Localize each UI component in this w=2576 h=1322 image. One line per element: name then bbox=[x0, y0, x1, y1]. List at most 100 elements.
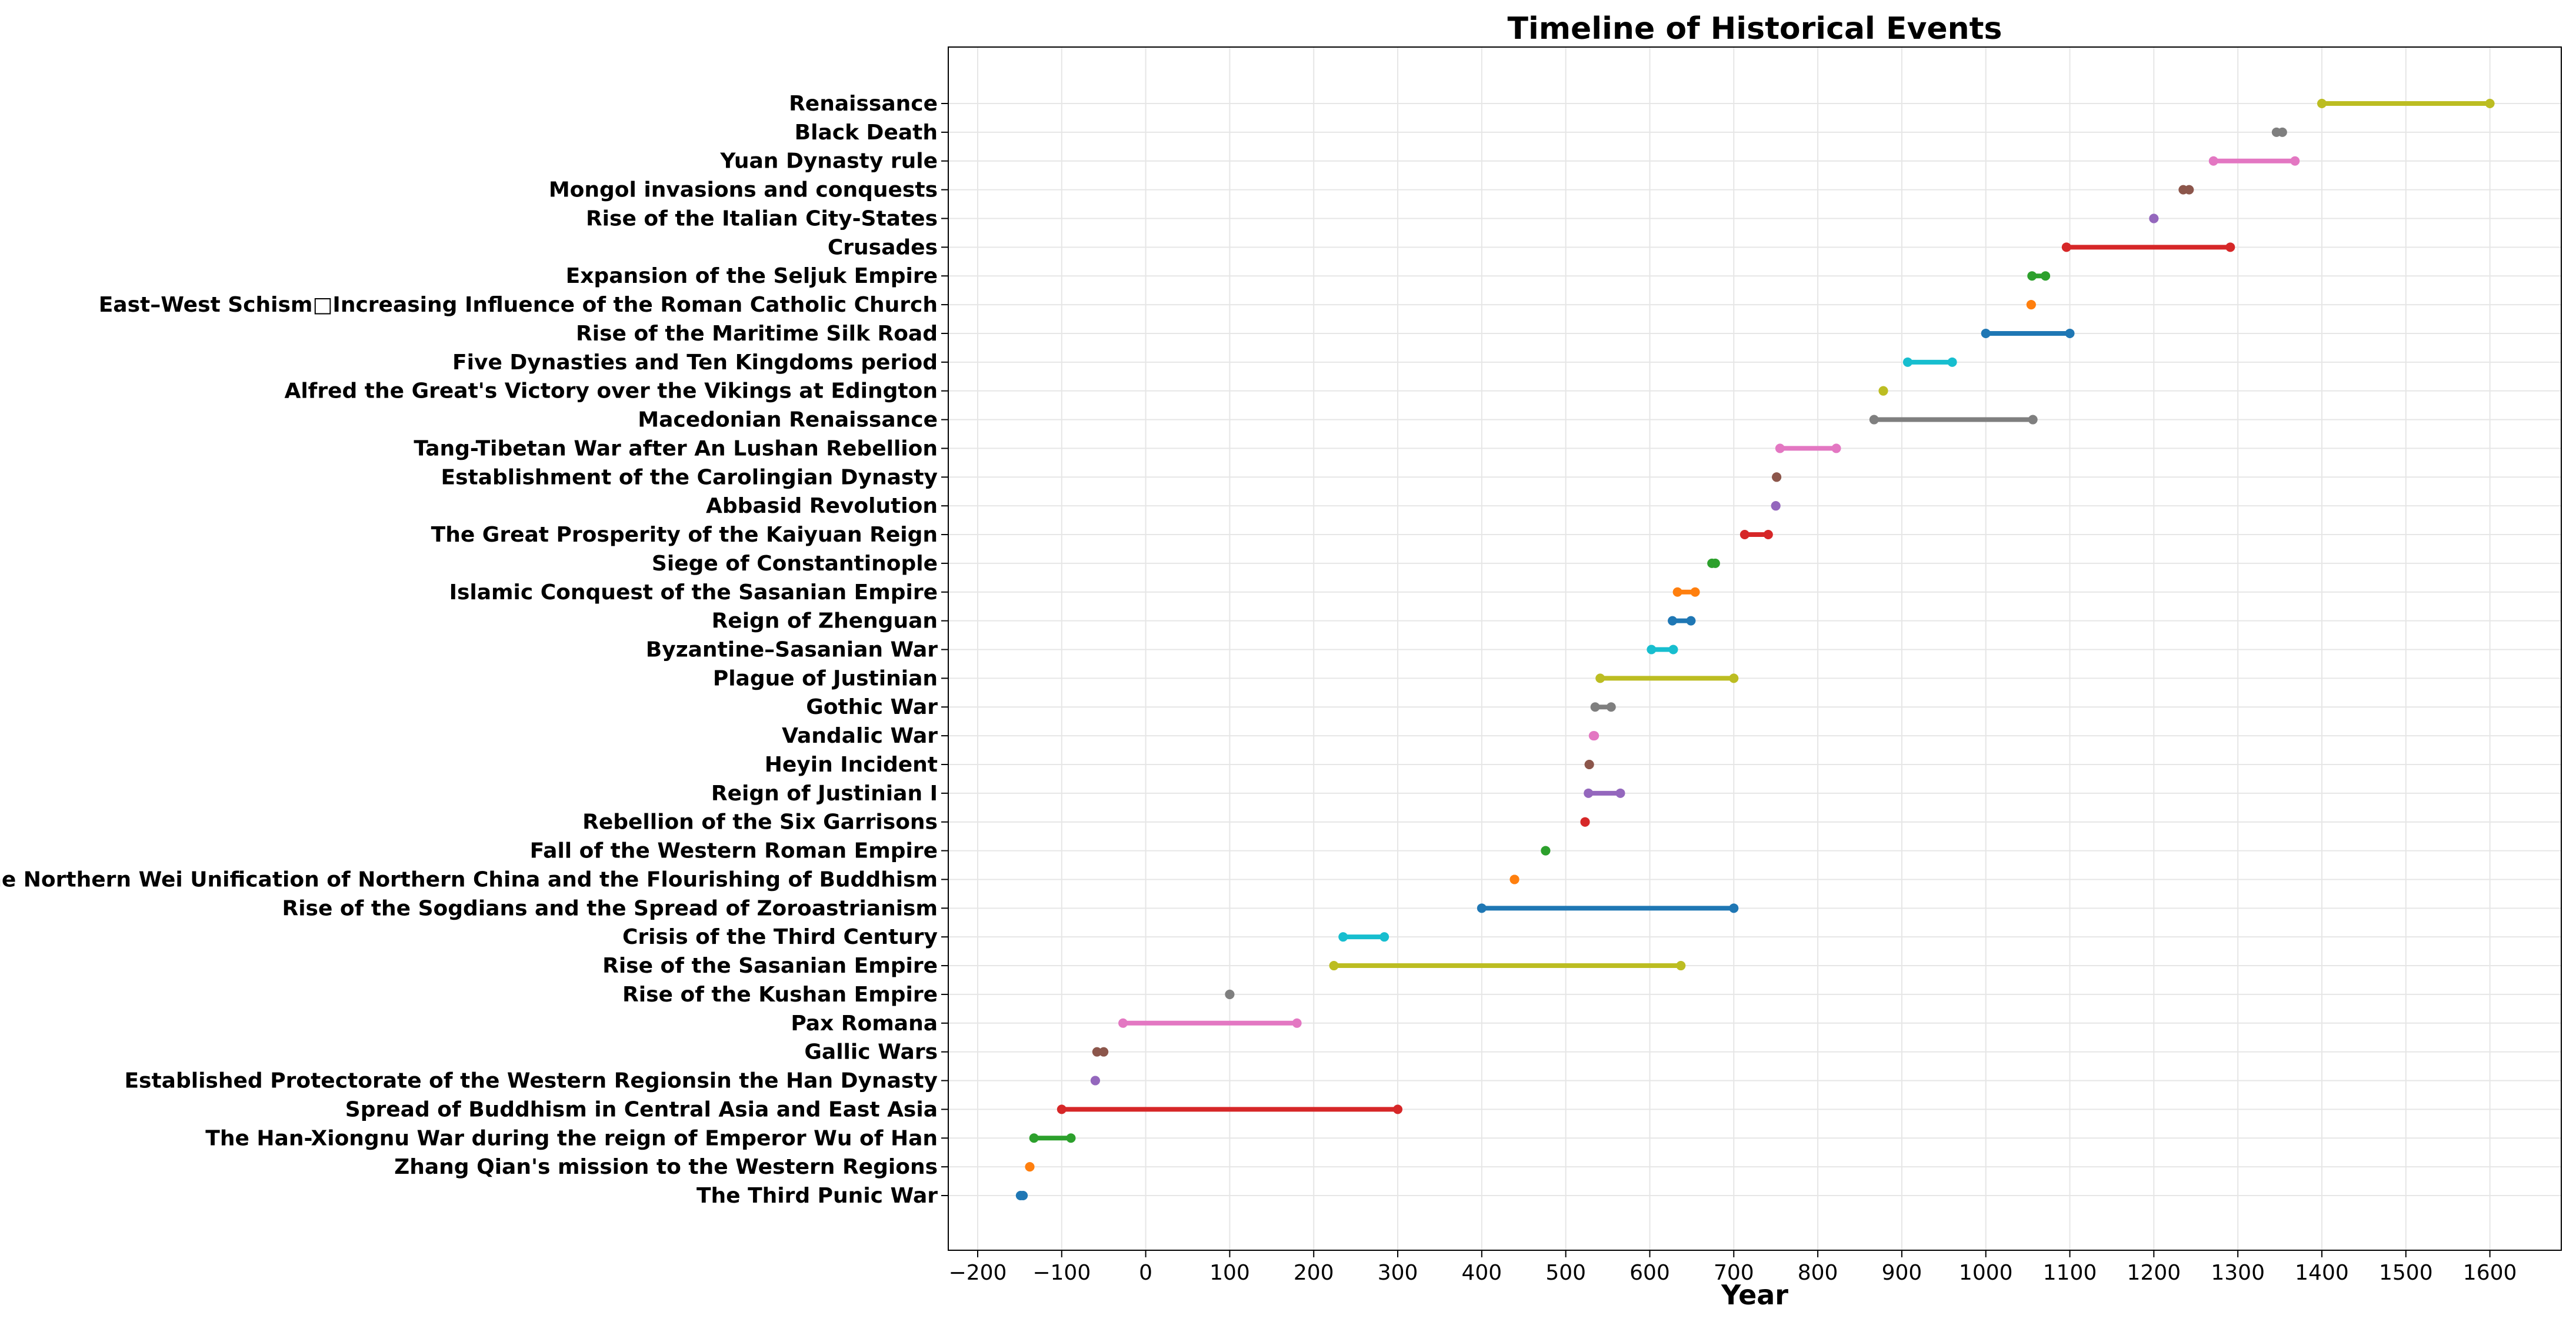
event-end-point-33 bbox=[2225, 242, 2235, 252]
x-tick-label: 100 bbox=[1209, 1261, 1250, 1285]
event-start-point-32 bbox=[2027, 271, 2037, 281]
event-end-point-6 bbox=[1292, 1018, 1302, 1028]
event-end-point-8 bbox=[1676, 961, 1686, 971]
event-label: Siege of Constantinople bbox=[652, 552, 938, 576]
event-start-point-18 bbox=[1595, 673, 1605, 683]
event-start-point-5 bbox=[1092, 1047, 1102, 1057]
event-label: Establishment of the Carolingian Dynasty bbox=[441, 465, 938, 489]
event-start-point-33 bbox=[2061, 242, 2071, 252]
event-start-point-21 bbox=[1672, 587, 1682, 597]
event-start-point-9 bbox=[1338, 932, 1348, 942]
event-start-point-20 bbox=[1668, 616, 1678, 626]
x-axis: −200 −100 0 100 200 300 400 500 600 700 800 900 1000… bbox=[949, 1250, 2517, 1285]
event-label: Mongol invasions and conquests bbox=[549, 178, 938, 202]
event-label: Expansion of the Seljuk Empire bbox=[566, 264, 938, 288]
event-start-point-17 bbox=[1590, 702, 1600, 712]
event-end-point-16 bbox=[1589, 731, 1599, 741]
event-end-point-35 bbox=[2184, 185, 2194, 195]
event-end-point-5 bbox=[1099, 1047, 1109, 1057]
x-tick-label: 1500 bbox=[2379, 1261, 2433, 1285]
event-label: Abbasid Revolution bbox=[706, 494, 938, 518]
event-label: Crusades bbox=[828, 235, 938, 259]
event-end-point-22 bbox=[1710, 558, 1720, 568]
event-end-point-13 bbox=[1580, 817, 1590, 827]
event-label: Zhang Qian's mission to the Western Regi… bbox=[394, 1155, 938, 1179]
x-tick-label: 200 bbox=[1294, 1261, 1334, 1285]
x-tick-label: 1000 bbox=[1959, 1261, 2013, 1285]
event-start-point-19 bbox=[1647, 645, 1657, 655]
event-end-point-3 bbox=[1393, 1104, 1403, 1114]
x-tick-label: 500 bbox=[1545, 1261, 1586, 1285]
event-end-point-1 bbox=[1025, 1162, 1035, 1172]
event-end-point-27 bbox=[2028, 415, 2038, 425]
x-tick-label: −200 bbox=[949, 1261, 1007, 1285]
event-end-point-7 bbox=[1225, 989, 1235, 999]
event-end-point-20 bbox=[1686, 616, 1696, 626]
x-tick-label: 700 bbox=[1714, 1261, 1754, 1285]
event-end-point-36 bbox=[2290, 156, 2300, 166]
x-tick-label: 1100 bbox=[2043, 1261, 2097, 1285]
event-end-point-9 bbox=[1379, 932, 1389, 942]
event-start-point-23 bbox=[1739, 530, 1749, 540]
x-tick-label: 600 bbox=[1629, 1261, 1670, 1285]
event-start-point-2 bbox=[1029, 1133, 1039, 1143]
event-marks bbox=[1015, 99, 2495, 1200]
event-end-point-34 bbox=[2149, 213, 2159, 223]
event-label: Vandalic War bbox=[782, 724, 938, 748]
event-end-point-17 bbox=[1606, 702, 1616, 712]
event-end-point-10 bbox=[1729, 903, 1739, 913]
event-end-point-37 bbox=[2277, 127, 2287, 137]
event-end-point-19 bbox=[1668, 645, 1678, 655]
y-axis-labels: The Third Punic War Zhang Qian's mission … bbox=[0, 92, 948, 1208]
event-label: Gothic War bbox=[806, 695, 938, 719]
event-label: Pax Romana bbox=[791, 1011, 938, 1036]
x-tick-label: 1200 bbox=[2127, 1261, 2181, 1285]
event-label: The Third Punic War bbox=[697, 1184, 938, 1208]
x-axis-label: Year bbox=[1721, 1279, 1788, 1311]
x-tick-label: 300 bbox=[1378, 1261, 1418, 1285]
plot-frame bbox=[948, 46, 2562, 1251]
event-label: Fall of the Western Roman Empire bbox=[530, 839, 938, 863]
event-end-point-11 bbox=[1509, 874, 1519, 884]
event-start-point-8 bbox=[1329, 961, 1339, 971]
event-start-point-29 bbox=[1902, 357, 1912, 367]
event-label: Yuan Dynasty rule bbox=[719, 149, 938, 173]
event-end-point-32 bbox=[2041, 271, 2051, 281]
event-label: Plague of Justinian bbox=[713, 666, 938, 690]
event-end-point-31 bbox=[2026, 300, 2036, 310]
event-end-point-2 bbox=[1066, 1133, 1076, 1143]
event-end-point-23 bbox=[1763, 530, 1773, 540]
event-end-point-18 bbox=[1729, 673, 1739, 683]
event-label: Established Protectorate of the Western … bbox=[124, 1069, 938, 1093]
event-start-point-3 bbox=[1057, 1104, 1067, 1114]
event-end-point-0 bbox=[1018, 1191, 1028, 1200]
event-end-point-26 bbox=[1831, 443, 1841, 453]
event-start-point-27 bbox=[1869, 415, 1879, 425]
x-tick-label: 1300 bbox=[2211, 1261, 2265, 1285]
event-label: Spread of Buddhism in Central Asia and E… bbox=[345, 1097, 938, 1121]
event-label: Rise of the Kushan Empire bbox=[622, 983, 938, 1007]
event-end-point-12 bbox=[1541, 846, 1551, 856]
event-end-point-25 bbox=[1772, 472, 1782, 482]
event-label: Rise of the Sasanian Empire bbox=[602, 954, 938, 978]
event-label: Gallic Wars bbox=[804, 1040, 938, 1064]
event-end-point-38 bbox=[2485, 99, 2495, 108]
event-start-point-38 bbox=[2317, 99, 2327, 108]
event-start-point-6 bbox=[1118, 1018, 1128, 1028]
event-label: East–West Schism□Increasing Influence of… bbox=[99, 293, 938, 317]
event-label: Rebellion of the Six Garrisons bbox=[582, 810, 938, 834]
event-label: Macedonian Renaissance bbox=[638, 408, 938, 432]
event-end-point-21 bbox=[1690, 587, 1700, 597]
x-tick-label: 1400 bbox=[2295, 1261, 2349, 1285]
event-label: The Great Prosperity of the Kaiyuan Reig… bbox=[431, 523, 938, 547]
event-label: Reign of Zhenguan bbox=[712, 609, 938, 633]
event-label: Black Death bbox=[795, 121, 938, 145]
event-label: Five Dynasties and Ten Kingdoms period bbox=[452, 350, 938, 375]
event-start-point-14 bbox=[1584, 788, 1594, 798]
event-label: Rise of the Maritime Silk Road bbox=[576, 322, 938, 346]
event-end-point-30 bbox=[2065, 328, 2075, 338]
event-start-point-36 bbox=[2208, 156, 2218, 166]
x-tick-label: 900 bbox=[1882, 1261, 1922, 1285]
event-end-point-28 bbox=[1878, 386, 1888, 396]
